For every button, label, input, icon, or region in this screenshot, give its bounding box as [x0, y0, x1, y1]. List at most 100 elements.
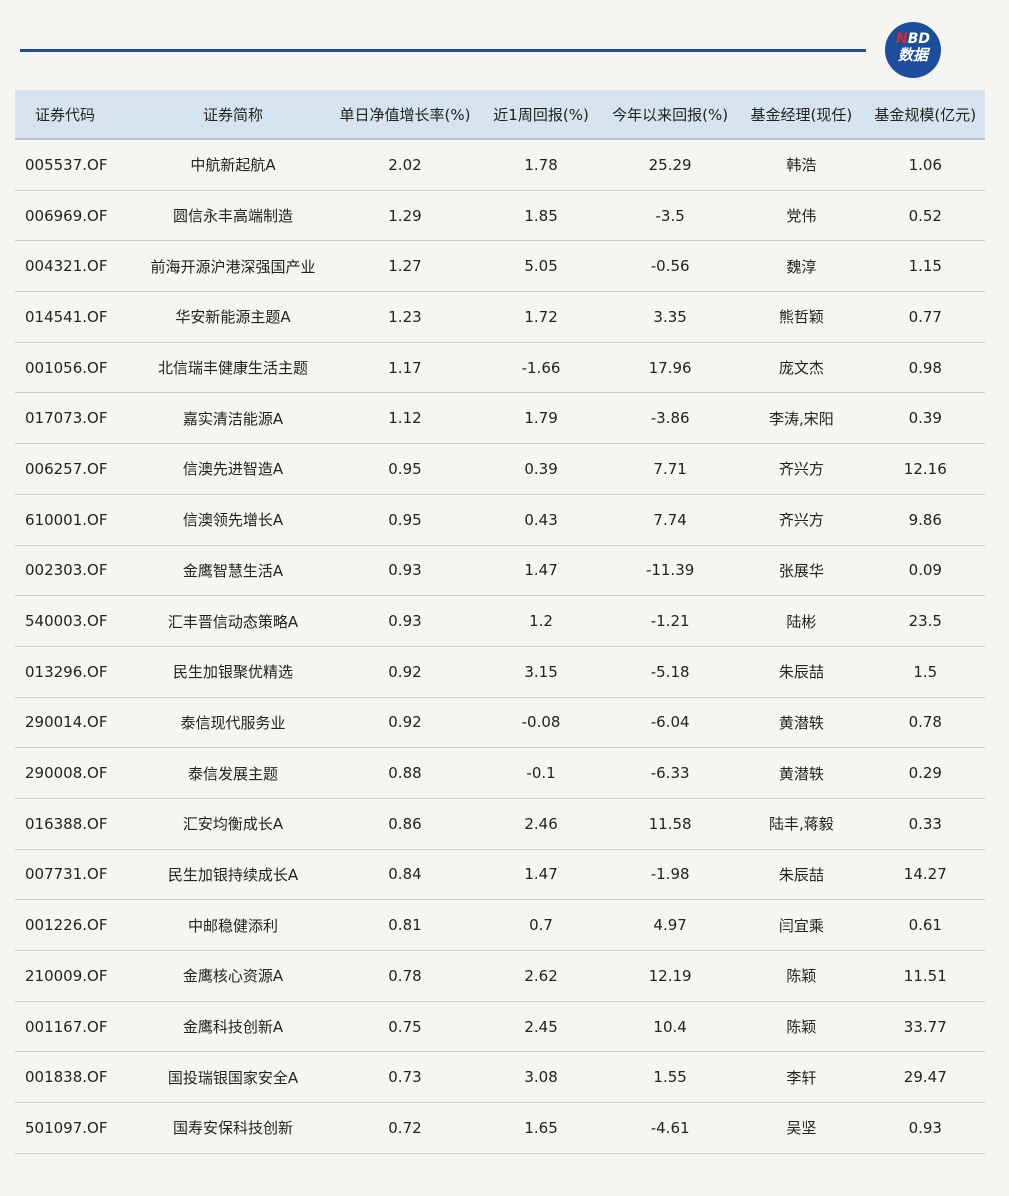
cell-week-return: 1.47	[479, 849, 604, 901]
cell-ytd-return: -11.39	[603, 545, 738, 597]
cell-code: 001167.OF	[15, 1001, 136, 1053]
cell-manager: 朱辰喆	[737, 646, 866, 698]
cell-week-return: 1.47	[479, 545, 604, 597]
table-row: 014541.OF 华安新能源主题A 1.23 1.72 3.35 熊哲颖 0.77	[15, 291, 985, 343]
table-row: 004321.OF 前海开源沪港深强国产业 1.27 5.05 -0.56 魏淳 1.15	[15, 240, 985, 293]
cell-size: 0.61	[865, 899, 985, 951]
nbd-data-logo: NBD 数据	[885, 22, 941, 78]
cell-size: 29.47	[865, 1051, 985, 1104]
cell-size: 9.86	[865, 494, 985, 546]
cell-name: 中航新起航A	[135, 139, 331, 191]
cell-name: 民生加银聚优精选	[135, 646, 331, 698]
cell-week-return: 1.78	[479, 139, 604, 191]
cell-ytd-return: 25.29	[603, 139, 738, 191]
cell-code: 004321.OF	[15, 240, 136, 293]
cell-code: 014541.OF	[15, 291, 136, 343]
cell-size: 0.93	[865, 1102, 985, 1154]
cell-code: 001838.OF	[15, 1051, 136, 1104]
cell-size: 0.29	[865, 747, 985, 799]
table-row: 501097.OF 国寿安保科技创新 0.72 1.65 -4.61 吴坚 0.93	[15, 1102, 985, 1154]
cell-size: 0.52	[865, 190, 985, 242]
cell-manager: 齐兴方	[737, 443, 866, 495]
cell-code: 610001.OF	[15, 494, 136, 546]
cell-size: 1.06	[865, 139, 985, 191]
cell-ytd-return: 1.55	[603, 1051, 738, 1104]
cell-week-return: 2.62	[479, 950, 604, 1002]
cell-name: 泰信发展主题	[135, 747, 331, 799]
cell-name: 前海开源沪港深强国产业	[135, 240, 331, 293]
cell-ytd-return: 3.35	[603, 291, 738, 343]
cell-size: 23.5	[865, 595, 985, 647]
cell-daily-growth: 0.93	[330, 545, 480, 597]
cell-manager: 魏淳	[737, 240, 866, 293]
table-row: 017073.OF 嘉实清洁能源A 1.12 1.79 -3.86 李涛,宋阳 0.39	[15, 392, 985, 445]
cell-daily-growth: 0.92	[330, 646, 480, 698]
cell-ytd-return: -3.5	[603, 190, 738, 242]
table-row: 540003.OF 汇丰晋信动态策略A 0.93 1.2 -1.21 陆彬 23.5	[15, 595, 985, 647]
cell-size: 1.5	[865, 646, 985, 698]
table-row: 290008.OF 泰信发展主题 0.88 -0.1 -6.33 黄潜轶 0.29	[15, 747, 985, 799]
header-daily-growth: 单日净值增长率(%)	[330, 90, 480, 140]
cell-ytd-return: -1.98	[603, 849, 738, 901]
cell-manager: 李涛,宋阳	[737, 392, 866, 445]
cell-daily-growth: 0.84	[330, 849, 480, 901]
cell-name: 国寿安保科技创新	[135, 1102, 331, 1154]
cell-week-return: 0.39	[479, 443, 604, 495]
cell-daily-growth: 1.12	[330, 392, 480, 445]
cell-name: 汇丰晋信动态策略A	[135, 595, 331, 647]
cell-code: 006257.OF	[15, 443, 136, 495]
cell-week-return: 3.08	[479, 1051, 604, 1104]
cell-size: 0.78	[865, 697, 985, 749]
cell-manager: 黄潜轶	[737, 697, 866, 749]
cell-ytd-return: -0.56	[603, 240, 738, 293]
cell-name: 泰信现代服务业	[135, 697, 331, 749]
cell-name: 华安新能源主题A	[135, 291, 331, 343]
cell-size: 14.27	[865, 849, 985, 901]
cell-week-return: 1.79	[479, 392, 604, 445]
cell-name: 信澳先进智造A	[135, 443, 331, 495]
cell-manager: 陆彬	[737, 595, 866, 647]
cell-daily-growth: 1.29	[330, 190, 480, 242]
cell-week-return: 3.15	[479, 646, 604, 698]
cell-size: 33.77	[865, 1001, 985, 1053]
cell-daily-growth: 0.93	[330, 595, 480, 647]
cell-size: 11.51	[865, 950, 985, 1002]
header-code: 证券代码	[15, 90, 136, 140]
cell-size: 0.77	[865, 291, 985, 343]
cell-week-return: -0.1	[479, 747, 604, 799]
cell-ytd-return: 10.4	[603, 1001, 738, 1053]
cell-manager: 李轩	[737, 1051, 866, 1104]
cell-size: 0.39	[865, 392, 985, 445]
cell-name: 中邮稳健添利	[135, 899, 331, 951]
cell-name: 信澳领先增长A	[135, 494, 331, 546]
cell-manager: 吴坚	[737, 1102, 866, 1154]
table-row: 006257.OF 信澳先进智造A 0.95 0.39 7.71 齐兴方 12.16	[15, 443, 985, 495]
table-row: 016388.OF 汇安均衡成长A 0.86 2.46 11.58 陆丰,蒋毅 0.33	[15, 798, 985, 850]
cell-ytd-return: -3.86	[603, 392, 738, 445]
cell-daily-growth: 2.02	[330, 139, 480, 191]
cell-ytd-return: 7.71	[603, 443, 738, 495]
cell-daily-growth: 0.92	[330, 697, 480, 749]
fund-table: 证券代码 证券简称 单日净值增长率(%) 近1周回报(%) 今年以来回报(%) …	[15, 90, 985, 1154]
cell-code: 540003.OF	[15, 595, 136, 647]
cell-code: 001226.OF	[15, 899, 136, 951]
cell-week-return: -0.08	[479, 697, 604, 749]
cell-name: 嘉实清洁能源A	[135, 392, 331, 445]
cell-code: 290008.OF	[15, 747, 136, 799]
cell-ytd-return: -6.04	[603, 697, 738, 749]
cell-daily-growth: 0.95	[330, 494, 480, 546]
cell-week-return: 1.65	[479, 1102, 604, 1154]
cell-name: 民生加银持续成长A	[135, 849, 331, 901]
cell-size: 0.09	[865, 545, 985, 597]
logo-text: BD	[907, 31, 930, 47]
cell-code: 501097.OF	[15, 1102, 136, 1154]
cell-week-return: 2.45	[479, 1001, 604, 1053]
cell-daily-growth: 0.86	[330, 798, 480, 850]
cell-code: 006969.OF	[15, 190, 136, 242]
cell-code: 005537.OF	[15, 139, 136, 191]
cell-name: 国投瑞银国家安全A	[135, 1051, 331, 1104]
cell-daily-growth: 0.78	[330, 950, 480, 1002]
cell-ytd-return: -6.33	[603, 747, 738, 799]
cell-manager: 陆丰,蒋毅	[737, 798, 866, 850]
table-row: 001056.OF 北信瑞丰健康生活主题 1.17 -1.66 17.96 庞文杰 0.98	[15, 342, 985, 394]
